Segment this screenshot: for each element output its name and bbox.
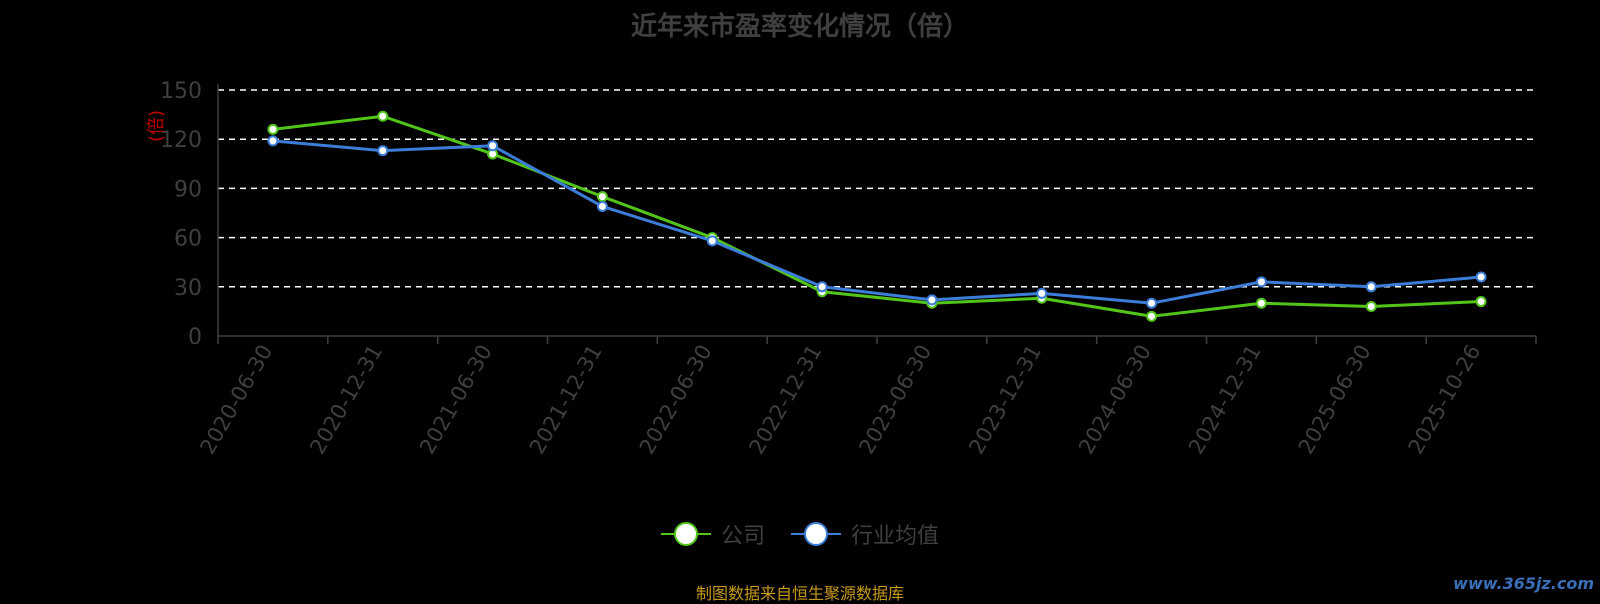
- y-tick-label: 60: [174, 227, 202, 252]
- data-point[interactable]: [487, 140, 499, 152]
- y-tick-label: 150: [160, 79, 202, 104]
- x-tick-label: 2022-06-30: [635, 341, 717, 459]
- y-tick-label: 120: [160, 128, 202, 153]
- chart-title: 近年来市盈率变化情况（倍）: [630, 12, 969, 42]
- x-tick-label: 2024-06-30: [1074, 341, 1156, 459]
- x-tick-label: 2023-06-30: [854, 341, 936, 459]
- y-tick-label: 30: [174, 276, 202, 301]
- data-point[interactable]: [1475, 271, 1487, 283]
- legend-symbol-industry-average: [791, 521, 841, 547]
- y-axis-label: (倍): [146, 110, 167, 142]
- x-tick-label: 2025-06-30: [1294, 341, 1376, 459]
- legend-label-industry-average: 行业均值: [851, 524, 940, 549]
- data-point[interactable]: [1255, 297, 1267, 309]
- data-point[interactable]: [377, 145, 389, 157]
- data-point[interactable]: [1475, 296, 1487, 308]
- data-point[interactable]: [816, 281, 828, 293]
- source-note: 制图数据来自恒生聚源数据库: [695, 584, 904, 603]
- data-point[interactable]: [1365, 300, 1377, 312]
- legend-item-company[interactable]: 公司: [660, 518, 765, 550]
- data-point[interactable]: [1146, 297, 1158, 309]
- data-point[interactable]: [1036, 287, 1048, 299]
- grid-layer: [218, 89, 1536, 288]
- data-point[interactable]: [596, 191, 608, 203]
- data-point[interactable]: [1255, 276, 1267, 288]
- x-tick-label: 2020-12-31: [305, 341, 387, 459]
- x-tick-label: 2025-10-26: [1404, 341, 1486, 459]
- data-point[interactable]: [267, 135, 279, 147]
- data-point[interactable]: [926, 294, 938, 306]
- data-point[interactable]: [1365, 281, 1377, 293]
- data-point[interactable]: [706, 235, 718, 247]
- data-point[interactable]: [1146, 310, 1158, 322]
- legend-label-company: 公司: [720, 524, 765, 549]
- x-tick-label: 2024-12-31: [1184, 341, 1266, 459]
- y-tick-label: 90: [174, 177, 202, 202]
- y-tick-label: 0: [188, 325, 202, 350]
- x-tick-label: 2020-06-30: [195, 341, 277, 459]
- axis-layer: 0 30 60 90 120 150 2020-06-30 2020-12-31 2021-06…: [160, 79, 1537, 459]
- data-point[interactable]: [267, 123, 279, 135]
- legend-symbol-company: [660, 521, 711, 547]
- x-tick-label: 2022-12-31: [745, 341, 827, 459]
- data-point[interactable]: [377, 110, 389, 122]
- series-line-1: [272, 139, 1482, 305]
- series-layer: [267, 110, 1487, 322]
- watermark: www.365jz.com: [1453, 574, 1594, 593]
- legend-item-industry-average[interactable]: 行业均值: [791, 518, 939, 550]
- legend: 公司 行业均值: [0, 518, 1600, 550]
- x-tick-label: 2021-06-30: [415, 341, 497, 459]
- x-tick-label: 2023-12-31: [964, 341, 1046, 459]
- x-tick-label: 2021-12-31: [525, 341, 607, 459]
- data-point[interactable]: [596, 200, 608, 212]
